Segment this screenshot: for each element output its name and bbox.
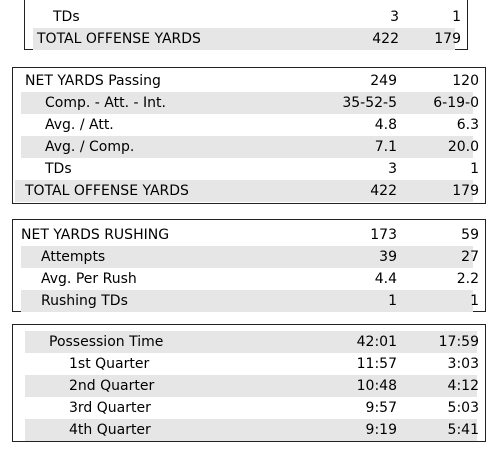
team-b-value: 5:41 [447,422,479,438]
table-row: Avg. / Comp. 7.1 20.0 [21,136,479,158]
team-a-value: 11:57 [356,356,397,372]
team-a-value: 422 [370,183,397,199]
team-b-value: 3:03 [447,356,479,372]
team-a-value: 249 [370,73,397,89]
table-row: 2nd Quarter 10:48 4:12 [25,375,479,397]
stat-label: 1st Quarter [69,356,150,372]
team-a-value: 422 [372,31,399,47]
stat-label: TDs [53,9,80,25]
team-b-value: 179 [434,31,461,47]
team-b-value: 179 [452,183,479,199]
team-a-value: 42:01 [356,334,397,350]
top-stats-panel: TDs 3 1 TOTAL OFFENSE YARDS 422 179 [24,0,468,50]
team-a-value: 7.1 [374,139,397,155]
table-row: 4th Quarter 9:19 5:41 [25,419,479,441]
team-b-value: 120 [452,73,479,89]
team-a-value: 35-52-5 [342,95,397,111]
team-b-value: 6.3 [456,117,479,133]
table-row: TDs 3 1 [13,158,485,180]
team-b-value: 27 [461,249,479,265]
team-b-value: 1 [452,9,461,25]
stat-label: Attempts [41,249,106,265]
table-row: Attempts 39 27 [21,246,479,268]
team-a-value: 4.4 [374,271,397,287]
team-a-value: 3 [390,9,399,25]
table-row: Possession Time 42:01 17:59 [25,331,479,353]
stat-label: NET YARDS Passing [25,73,161,89]
table-row: Avg. / Att. 4.8 6.3 [13,114,485,136]
stat-label: Rushing TDs [41,293,128,309]
stat-label: Avg. / Att. [45,117,114,133]
stat-label: Avg. / Comp. [45,139,135,155]
team-a-value: 4.8 [374,117,397,133]
stat-label: Avg. Per Rush [41,271,137,287]
team-a-value: 10:48 [356,378,397,394]
team-b-value: 4:12 [447,378,479,394]
team-a-value: 9:57 [365,400,397,416]
team-a-value: 39 [379,249,397,265]
table-row: 1st Quarter 11:57 3:03 [13,353,485,375]
table-row: Avg. Per Rush 4.4 2.2 [13,268,485,290]
table-row: TOTAL OFFENSE YARDS 422 179 [33,28,461,50]
rushing-stats-panel: NET YARDS RUSHING 173 59 Attempts 39 27 … [12,219,486,312]
table-row: Comp. - Att. - Int. 35-52-5 6-19-0 [21,92,479,114]
stat-label: 3rd Quarter [69,400,151,416]
team-a-value: 1 [388,293,397,309]
team-a-value: 9:19 [365,422,397,438]
stat-label: TDs [45,161,72,177]
stat-label: NET YARDS RUSHING [21,227,170,243]
stat-label: TOTAL OFFENSE YARDS [37,31,201,47]
table-row: 3rd Quarter 9:57 5:03 [13,397,485,419]
table-row: NET YARDS Passing 249 120 [13,70,485,92]
table-row: TOTAL OFFENSE YARDS 422 179 [15,180,479,202]
table-row: Rushing TDs 1 1 [21,290,479,312]
stat-label: Comp. - Att. - Int. [45,95,166,111]
team-b-value: 2.2 [456,271,479,287]
possession-stats-panel: Possession Time 42:01 17:59 1st Quarter … [12,324,486,442]
team-b-value: 17:59 [438,334,479,350]
team-a-value: 173 [370,227,397,243]
team-a-value: 3 [388,161,397,177]
stat-label: 4th Quarter [69,422,151,438]
table-row: NET YARDS RUSHING 173 59 [13,224,485,246]
team-b-value: 6-19-0 [433,95,479,111]
team-b-value: 1 [470,161,479,177]
table-row: TDs 3 1 [25,6,467,28]
team-b-value: 1 [470,293,479,309]
stat-label: TOTAL OFFENSE YARDS [25,183,189,199]
stat-label: 2nd Quarter [69,378,155,394]
team-b-value: 5:03 [447,400,479,416]
team-b-value: 20.0 [447,139,479,155]
team-b-value: 59 [461,227,479,243]
passing-stats-panel: NET YARDS Passing 249 120 Comp. - Att. -… [12,67,486,204]
stat-label: Possession Time [49,334,164,350]
